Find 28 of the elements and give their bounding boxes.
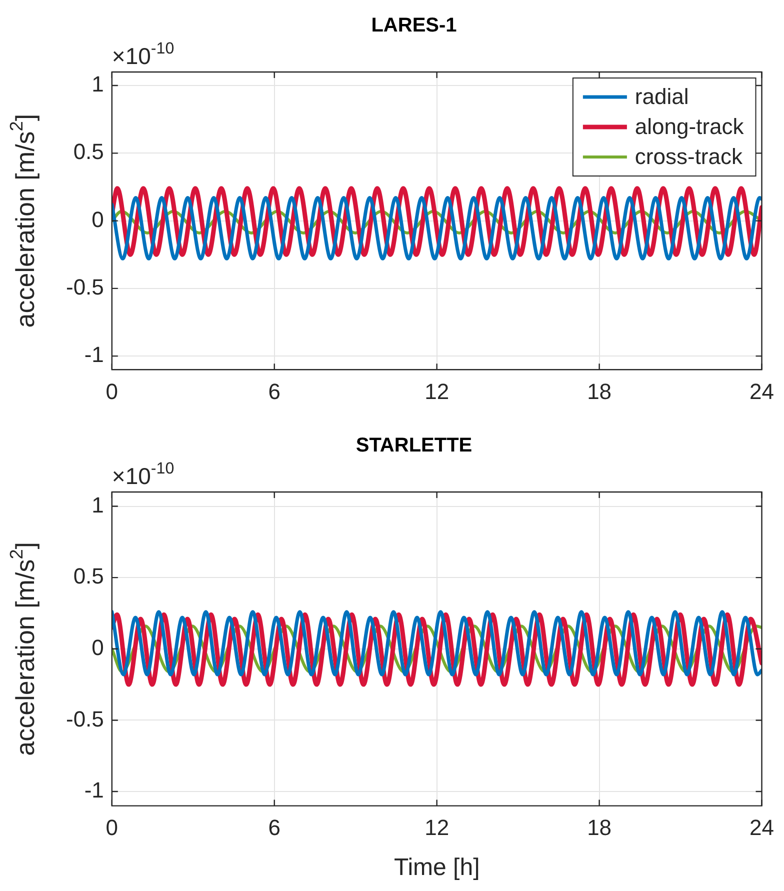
x-tick-label: 18 bbox=[587, 378, 612, 404]
x-tick-label: 24 bbox=[750, 815, 774, 840]
x-tick-label: 6 bbox=[268, 378, 280, 404]
y-tick-label: 0.5 bbox=[73, 564, 104, 589]
line-series bbox=[112, 196, 762, 260]
y-tick-label: 1 bbox=[92, 492, 104, 518]
y-axis-title: acceleration [m/s2] bbox=[6, 542, 40, 756]
y-tick-label: -1 bbox=[84, 778, 104, 803]
y-tick-label: -1 bbox=[84, 342, 104, 368]
legend-label: radial bbox=[634, 84, 689, 110]
x-tick-label: 12 bbox=[424, 815, 450, 840]
y-tick-label: 0 bbox=[92, 634, 104, 660]
x-tick-label: 18 bbox=[587, 815, 612, 840]
y-tick-label: 0 bbox=[92, 206, 104, 232]
line-series bbox=[112, 610, 762, 676]
x-tick-label: 24 bbox=[750, 378, 774, 404]
y-tick-label: -0.5 bbox=[66, 706, 104, 732]
y-tick-label: -0.5 bbox=[66, 274, 104, 300]
chart-title: STARLETTE bbox=[356, 434, 472, 457]
x-tick-label: 6 bbox=[268, 815, 280, 840]
legend-label: along-track bbox=[634, 114, 745, 140]
y-tick-label: 1 bbox=[92, 72, 104, 97]
y-axis-title: acceleration [m/s2] bbox=[6, 114, 40, 328]
x-tick-label: 12 bbox=[424, 378, 450, 404]
x-axis-title: Time [h] bbox=[394, 854, 480, 882]
chart-title: LARES-1 bbox=[371, 14, 457, 37]
legend-label: cross-track bbox=[634, 144, 744, 170]
y-tick-label: 0.5 bbox=[73, 139, 104, 164]
